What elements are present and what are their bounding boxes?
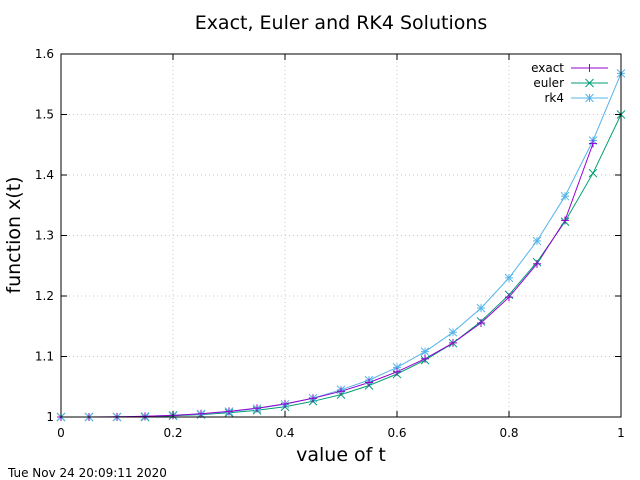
x-tick-label: 0.4 — [275, 426, 294, 440]
x-tick-label: 0.2 — [163, 426, 182, 440]
x-axis-label: value of t — [296, 444, 386, 466]
data-point-exact — [505, 293, 513, 302]
legend-label: rk4 — [544, 91, 564, 105]
x-tick-label: 1 — [617, 426, 625, 440]
y-tick-label: 1.1 — [35, 350, 54, 364]
data-point-exact — [449, 338, 457, 347]
tick-labels: 0 0.2 0.4 0.6 0.8 1 1 1.1 1.2 1.3 1.4 1.5 1.6 — [35, 47, 625, 440]
legend-marker — [585, 78, 594, 88]
legend-marker — [585, 93, 594, 103]
ticks — [60, 53, 622, 418]
legend-item-euler: euler — [533, 76, 608, 90]
data-point-rk4 — [560, 191, 570, 201]
data-point-rk4 — [532, 236, 542, 246]
data-point-exact — [197, 409, 205, 418]
grid — [61, 54, 621, 417]
legend-label: exact — [531, 61, 564, 75]
data-point-exact — [309, 394, 317, 403]
legend-marker — [585, 64, 594, 72]
data-point-exact — [337, 387, 345, 396]
data-point-exact — [589, 139, 597, 148]
x-tick-label: 0.6 — [387, 426, 406, 440]
data-point-euler — [588, 168, 598, 178]
data-point-exact — [365, 378, 373, 387]
data-point-rk4 — [392, 363, 402, 372]
data-point-exact — [477, 319, 485, 328]
data-point-rk4 — [420, 347, 430, 357]
y-tick-label: 1.5 — [35, 108, 54, 122]
data-point-rk4 — [476, 303, 486, 313]
x-tick-label: 0 — [57, 426, 65, 440]
x-tick-label: 0.8 — [499, 426, 518, 440]
chart-title: Exact, Euler and RK4 Solutions — [195, 12, 488, 34]
data-point-exact — [561, 216, 569, 225]
data-point-exact — [533, 259, 541, 268]
y-tick-label: 1.6 — [35, 47, 54, 61]
data-point-exact — [253, 404, 261, 413]
legend-item-rk4: rk4 — [544, 91, 608, 105]
data-point-exact — [281, 399, 289, 408]
data-point-exact — [225, 407, 233, 416]
legend-item-exact: exact — [531, 61, 608, 75]
data-point-exact — [141, 412, 149, 421]
series-line-exact — [61, 143, 594, 418]
data-point-exact — [393, 367, 401, 376]
data-point-rk4 — [448, 327, 458, 337]
y-tick-label: 1.3 — [35, 229, 54, 243]
y-tick-label: 1 — [46, 410, 54, 424]
data-point-rk4 — [504, 273, 514, 283]
y-axis-label: function x(t) — [3, 176, 25, 293]
y-tick-label: 1.4 — [35, 168, 54, 182]
timestamp: Tue Nov 24 20:09:11 2020 — [7, 466, 167, 480]
data-point-exact — [421, 354, 429, 363]
y-tick-label: 1.2 — [35, 289, 54, 303]
legend-label: euler — [533, 76, 564, 90]
